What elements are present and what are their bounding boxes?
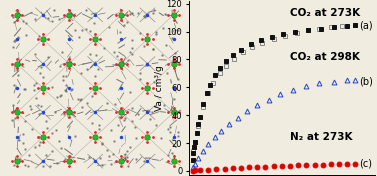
Text: CO₂ at 273K: CO₂ at 273K [290, 8, 360, 18]
Y-axis label: Va / cm³/g: Va / cm³/g [155, 65, 164, 111]
Text: (c): (c) [359, 159, 372, 169]
Text: (a): (a) [359, 21, 372, 31]
Text: N₂ at 273K: N₂ at 273K [290, 133, 352, 143]
Text: (b): (b) [359, 77, 372, 87]
Text: CO₂ at 298K: CO₂ at 298K [290, 52, 360, 62]
